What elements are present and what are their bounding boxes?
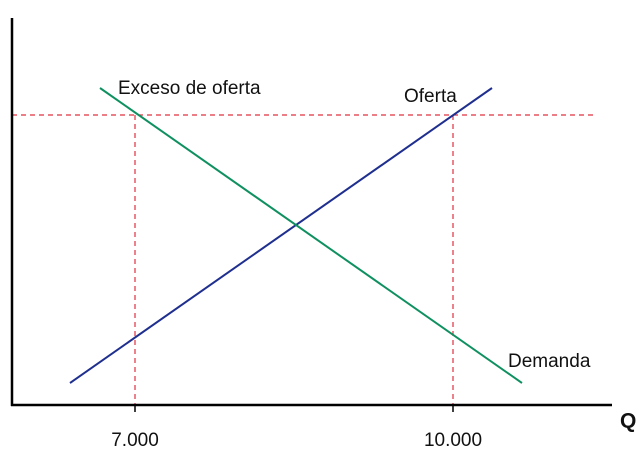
demand-curve [99, 87, 523, 384]
x-tick-label: 10.000 [424, 430, 482, 451]
x-axis-label: Q [620, 410, 636, 433]
annotation: Exceso de oferta [118, 78, 261, 99]
x-tick-label: 7.000 [111, 430, 159, 451]
supply-label: Oferta [404, 86, 457, 107]
demand-label: Demanda [508, 351, 591, 372]
supply-curve [69, 87, 493, 384]
